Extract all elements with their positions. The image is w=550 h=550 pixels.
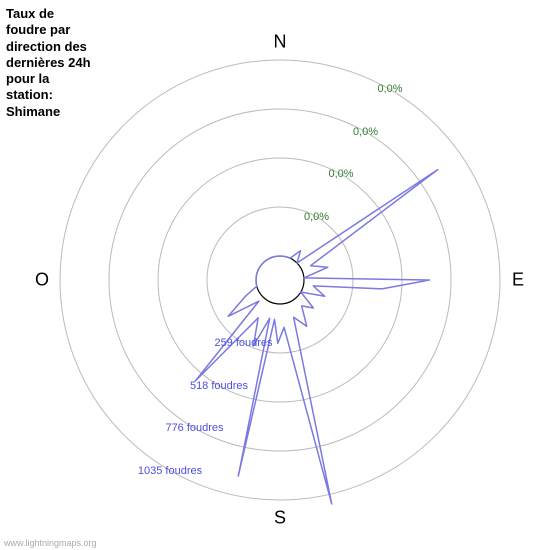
compass-east: E — [512, 270, 524, 291]
ring-pct-label: 0,0% — [353, 126, 378, 138]
compass-south: S — [274, 508, 286, 529]
footer-source: www.lightningmaps.org — [4, 538, 97, 548]
ring-pct-label: 0,0% — [328, 168, 353, 180]
ring-pct-label: 0,0% — [377, 83, 402, 95]
ring-count-label: 259 foudres — [214, 337, 272, 349]
ring-count-label: 1035 foudres — [138, 465, 202, 477]
ring-count-label: 776 foudres — [165, 422, 223, 434]
chart-title: Taux de foudre par direction des dernièr… — [6, 6, 91, 120]
compass-west: O — [35, 270, 49, 291]
compass-north: N — [274, 32, 287, 53]
ring-count-label: 518 foudres — [190, 380, 248, 392]
ring-pct-label: 0,0% — [304, 211, 329, 223]
